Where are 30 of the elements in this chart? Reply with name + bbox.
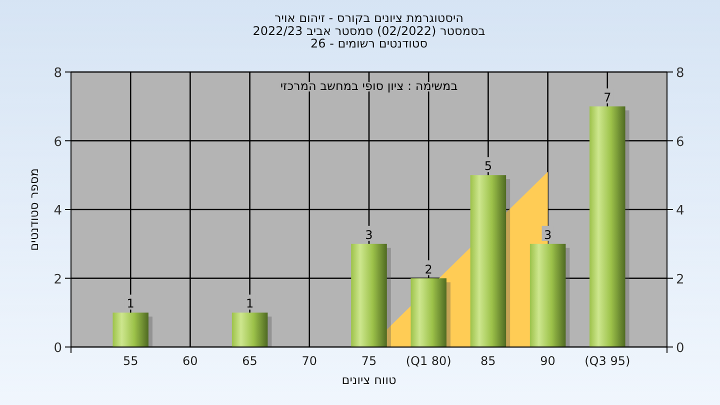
data-label: 3 (365, 228, 373, 242)
data-label: 3 (544, 228, 552, 242)
x-tick-label: 60 (182, 354, 198, 368)
y-tick-label: 8 (54, 66, 62, 81)
x-tick-label: 55 (122, 354, 138, 368)
y-tick-label: 2 (54, 272, 62, 288)
x-axis-title: טווח ציונים (342, 373, 396, 387)
y2-tick-label: 6 (676, 134, 684, 150)
y-tick-label: 4 (54, 204, 62, 218)
data-label: 2 (424, 262, 432, 276)
y2-tick-label: 2 (676, 272, 684, 288)
x-tick-label: 90 (540, 354, 556, 368)
x-tick-label: (Q1 80) (406, 354, 452, 368)
data-label: 7 (604, 90, 612, 104)
data-label: 1 (126, 296, 134, 311)
y2-tick-label: 0 (676, 341, 684, 356)
y-axis-title: מספר סטודנטים (27, 168, 41, 251)
x-tick-label: (Q3 95) (584, 354, 630, 368)
y-tick-label: 0 (54, 341, 62, 356)
y-tick-label: 6 (54, 134, 62, 150)
x-tick-label: 75 (361, 354, 377, 368)
y2-tick-label: 4 (676, 204, 684, 218)
y2-tick-label: 8 (676, 66, 684, 81)
chart-title: היסטוגרמת ציונים בקורס - זיהום אויר (274, 11, 464, 25)
x-tick-label: 85 (480, 354, 496, 368)
chart-subtitle: בסמסטר (02/2022) סמסטר אביב 2022/23 סטודנטים רשומים - 26 (252, 24, 486, 50)
data-label: 5 (484, 159, 492, 174)
x-tick-label: 65 (242, 354, 258, 368)
data-label: 1 (246, 296, 254, 311)
x-tick-label: 70 (302, 354, 318, 368)
